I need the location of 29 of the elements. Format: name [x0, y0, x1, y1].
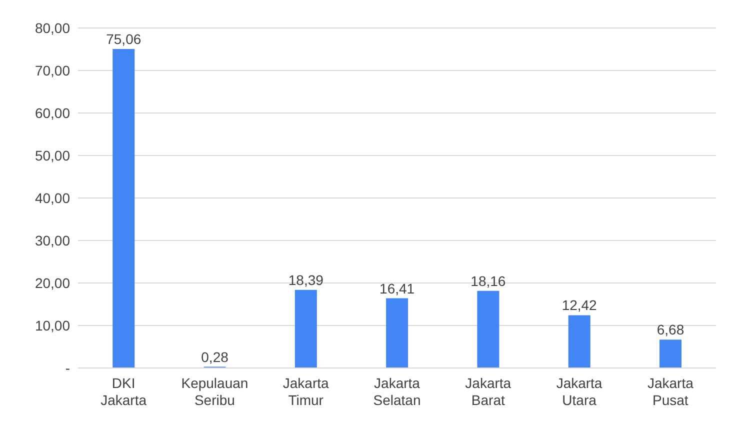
x-tick-label: Jakarta Barat [465, 375, 512, 408]
x-tick-label: Jakarta Timur [282, 375, 330, 408]
y-tick-label: 70,00 [34, 62, 70, 78]
x-tick-label: Jakarta Pusat [647, 375, 694, 408]
data-label: 12,42 [562, 297, 598, 314]
y-tick-label: 30,00 [34, 232, 70, 248]
bar [659, 340, 682, 368]
x-tick-label: Jakarta Utara [556, 375, 602, 408]
bar [568, 315, 590, 368]
bar [294, 290, 317, 368]
y-tick-label: 80,00 [34, 20, 70, 36]
data-label: 16,41 [380, 280, 415, 296]
y-tick-label: 10,00 [34, 317, 70, 334]
y-tick-label: 20,00 [34, 274, 70, 291]
data-label: 18,39 [288, 272, 324, 288]
y-tick-label: 60,00 [34, 104, 70, 121]
y-tick-label: - [65, 360, 70, 376]
y-tick-label: 40,00 [34, 190, 70, 206]
data-label: 0,28 [201, 348, 229, 365]
data-label: 18,16 [470, 272, 506, 289]
x-tick-label: Jakarta Selatan [373, 375, 421, 408]
data-label: 75,06 [106, 30, 142, 47]
bar [477, 290, 500, 368]
y-tick-label: 50,00 [34, 147, 70, 164]
x-tick-label: Kepulauan Seribu [181, 375, 248, 408]
data-label: 6,68 [656, 322, 684, 338]
x-tick-label: DKI Jakarta [100, 375, 147, 408]
bar [112, 48, 135, 368]
bar [386, 298, 408, 368]
